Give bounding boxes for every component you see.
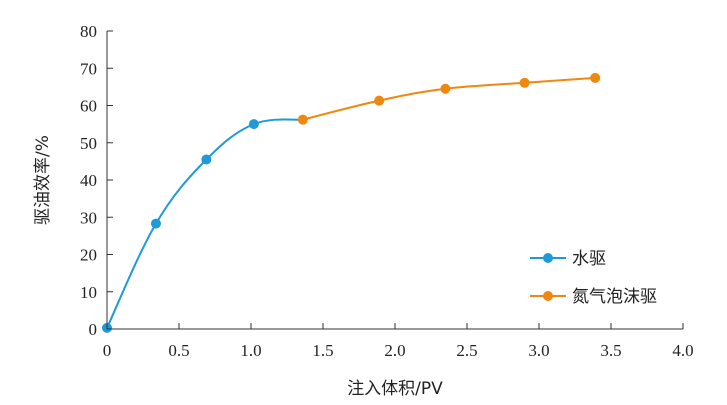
x-axis-title: 注入体积/PV [347, 379, 443, 399]
x-tick-label: 3.5 [600, 341, 621, 360]
y-tick-label: 10 [80, 283, 97, 302]
x-tick-label: 4.0 [672, 341, 693, 360]
legend-label: 氮气泡沫驱 [572, 287, 657, 307]
x-tick-label: 0 [103, 341, 112, 360]
data-point-water-flood [248, 119, 259, 130]
x-tick-label: 2.0 [384, 341, 405, 360]
x-tick-label: 1.0 [240, 341, 261, 360]
y-tick-label: 70 [80, 59, 97, 78]
x-tick-label: 0.5 [168, 341, 189, 360]
data-point-nitrogen-foam [440, 83, 451, 94]
y-tick-label: 40 [80, 171, 97, 190]
data-point-water-flood [201, 154, 212, 165]
x-tick-label: 2.5 [456, 341, 477, 360]
y-axis-title: 驱油效率/% [33, 135, 53, 225]
y-tick-label: 20 [80, 246, 97, 265]
legend-marker [543, 291, 553, 301]
series-line-nitrogen-foam [302, 76, 596, 121]
plot-points [102, 72, 601, 333]
y-tick-label: 30 [80, 208, 97, 227]
y-tick-label: 80 [80, 22, 97, 41]
data-point-nitrogen-foam [297, 114, 308, 125]
data-point-nitrogen-foam [519, 77, 530, 88]
data-point-nitrogen-foam [590, 72, 601, 83]
ticks: 0 0.5 1.0 1.5 2.0 2.5 3.0 3.5 4.0 0 10 20 30 40 50 60 70… [80, 22, 694, 360]
x-tick-label: 1.5 [312, 341, 333, 360]
data-point-water-flood [150, 218, 161, 229]
legend-label: 水驱 [572, 249, 606, 269]
series-line-water-flood [106, 118, 303, 329]
y-tick-label: 0 [89, 320, 98, 339]
data-point-nitrogen-foam [374, 95, 385, 106]
y-tick-label: 60 [80, 97, 97, 116]
y-tick-label: 50 [80, 134, 97, 153]
plot-lines [106, 76, 596, 329]
legend-marker [543, 253, 553, 263]
x-tick-label: 3.0 [528, 341, 549, 360]
